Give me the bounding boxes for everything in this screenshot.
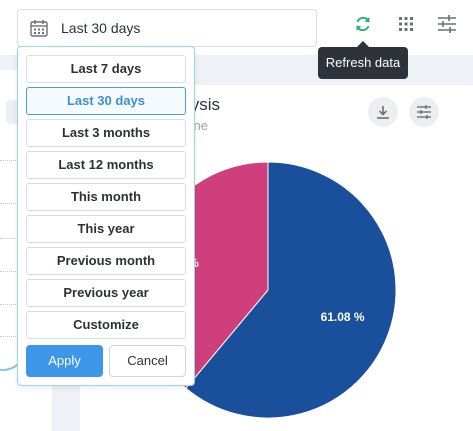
grid-line	[0, 160, 30, 161]
grid-icon[interactable]	[395, 13, 417, 35]
grid-line	[0, 203, 30, 204]
grid-line	[0, 304, 30, 305]
date-option[interactable]: Customize	[26, 311, 186, 339]
filter-sliders-icon[interactable]	[436, 13, 458, 35]
download-icon	[377, 106, 389, 119]
date-option[interactable]: This year	[26, 215, 186, 243]
refresh-tooltip: Refresh data	[318, 41, 408, 79]
download-button[interactable]	[368, 97, 398, 127]
chart-title: ysis	[190, 95, 220, 114]
top-bar: Last 30 days	[0, 0, 473, 55]
chart-settings-button[interactable]	[409, 97, 439, 127]
date-option[interactable]: Previous month	[26, 247, 186, 275]
date-option[interactable]: Last 30 days	[26, 87, 186, 115]
calendar-icon	[30, 20, 48, 37]
grid-line	[0, 238, 30, 239]
date-range-dropdown: Apply Cancel Last 7 days Last 30 days Last…	[17, 46, 195, 386]
pie-label: 61.08 %	[321, 310, 365, 324]
date-option[interactable]: Last 3 months	[26, 119, 186, 147]
refresh-icon[interactable]	[352, 13, 374, 35]
grid-line	[0, 271, 30, 272]
date-option[interactable]: Last 7 days	[26, 55, 186, 83]
sliders-icon	[417, 105, 431, 119]
date-range-value: Last 30 days	[61, 20, 141, 36]
date-option[interactable]: This month	[26, 183, 186, 211]
pie-slice[interactable]	[185, 161, 397, 419]
date-range-select[interactable]: Last 30 days	[17, 9, 317, 47]
date-option[interactable]: Last 12 months	[26, 151, 186, 179]
apply-button[interactable]: Apply	[26, 345, 103, 377]
date-option[interactable]: Previous year	[26, 279, 186, 307]
cancel-button[interactable]: Cancel	[109, 345, 186, 377]
